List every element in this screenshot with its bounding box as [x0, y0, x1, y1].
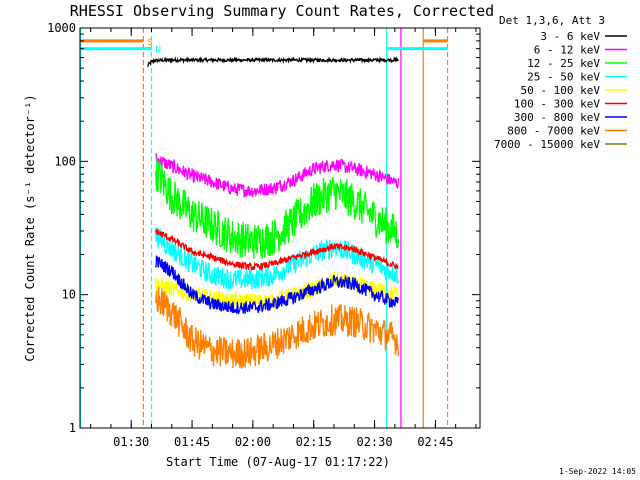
series-line — [154, 227, 400, 290]
plot-frame — [79, 27, 481, 429]
series-100-300-kev — [155, 228, 399, 272]
series-800-7000-kev — [154, 286, 400, 369]
y-axis-label: Corrected Count Rate (s⁻¹ detector⁻¹) — [23, 94, 37, 361]
legend-label: 6 - 12 keV — [534, 44, 601, 57]
series-25-50-kev — [154, 227, 400, 290]
series-line — [154, 156, 400, 260]
x-tick-label: 01:30 — [113, 435, 149, 449]
legend-label: 7000 - 15000 keV — [494, 138, 600, 151]
x-tick-label: 02:45 — [417, 435, 453, 449]
series-300-800-kev — [154, 255, 400, 315]
y-axis: 1 10 100 1000 — [47, 21, 480, 435]
state-bar-label: N — [156, 46, 161, 56]
series-line — [146, 56, 400, 68]
series-12-25-kev — [154, 156, 400, 260]
series-6-12-kev — [154, 153, 400, 198]
series-group — [146, 56, 400, 369]
legend-label: 3 - 6 keV — [540, 30, 600, 43]
series-line — [154, 153, 400, 198]
series-line — [154, 286, 400, 369]
state-bar-label: S — [147, 38, 152, 48]
x-tick-label: 02:00 — [235, 435, 271, 449]
legend-title: Det 1,3,6, Att 3 — [499, 14, 605, 27]
legend-label: 800 - 7000 keV — [507, 125, 600, 138]
x-tick-label: 02:30 — [356, 435, 392, 449]
legend-label: 300 - 800 keV — [514, 111, 600, 124]
series-line — [155, 228, 399, 272]
y-tick-label: 100 — [54, 154, 76, 168]
x-tick-label: 01:45 — [174, 435, 210, 449]
time-markers — [80, 28, 449, 428]
chart-title: RHESSI Observing Summary Count Rates, Co… — [70, 2, 494, 20]
series-line — [154, 255, 400, 315]
legend-label: 50 - 100 keV — [521, 84, 601, 97]
series-3-6-kev — [146, 56, 400, 68]
x-axis: 01:30 01:45 02:00 02:15 02:30 02:45 — [90, 28, 477, 449]
y-tick-label: 1000 — [47, 21, 76, 35]
x-tick-label: 02:15 — [296, 435, 332, 449]
attenuator-bars: SN — [80, 38, 448, 56]
y-tick-label: 10 — [62, 288, 76, 302]
legend-label: 12 - 25 keV — [527, 57, 600, 70]
x-axis-label: Start Time (07-Aug-17 01:17:22) — [166, 455, 390, 469]
footer-timestamp: 1-Sep-2022 14:05 — [559, 467, 636, 476]
legend-label: 100 - 300 keV — [514, 98, 600, 111]
legend-label: 25 - 50 keV — [527, 71, 600, 84]
y-tick-label: 1 — [69, 421, 76, 435]
